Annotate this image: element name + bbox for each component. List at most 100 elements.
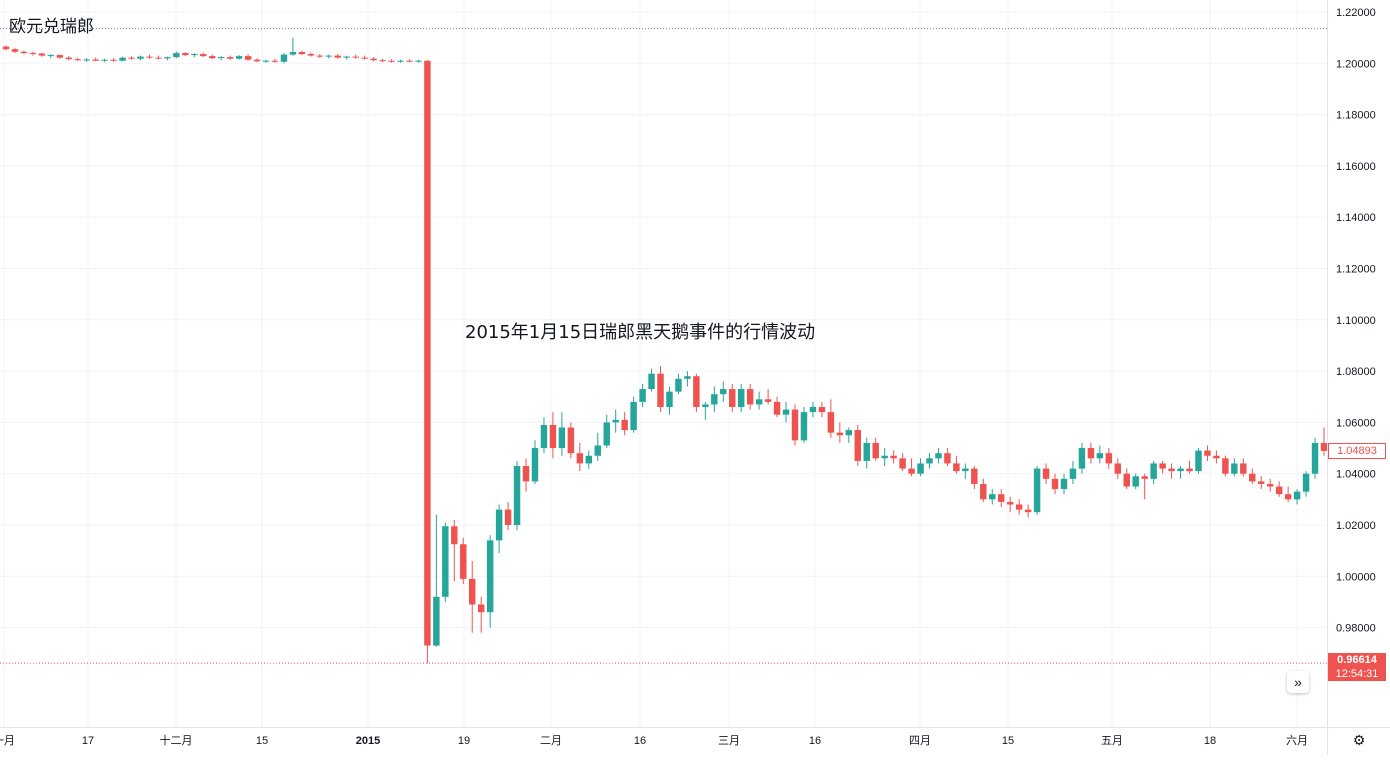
candle-body: [1150, 463, 1157, 479]
candle-body: [872, 442, 879, 459]
candle-body: [191, 54, 198, 56]
candle-body: [451, 526, 458, 545]
candle-body: [47, 55, 55, 57]
y-tick-label: 1.16000: [1336, 161, 1376, 173]
candle-body: [11, 49, 19, 52]
candle-body: [1195, 450, 1202, 472]
candle-body: [235, 56, 243, 59]
candle-body: [1060, 478, 1068, 490]
candle-body: [316, 55, 324, 57]
candle-body: [845, 430, 853, 436]
y-axis: 1.22000 1.20000 1.18000 1.16000 1.14000 1.120…: [1327, 0, 1376, 755]
candle-body: [1132, 476, 1139, 487]
x-tick-label: 15: [256, 735, 268, 747]
candle-body: [917, 463, 924, 474]
candle-body: [226, 57, 234, 59]
candle-body: [890, 455, 897, 459]
last-price-label: 1.04893: [1328, 443, 1386, 459]
candle-body: [737, 389, 745, 408]
candle-body: [971, 468, 978, 484]
candle-body: [809, 407, 817, 413]
candle-body: [289, 52, 297, 55]
candle-body: [262, 60, 270, 62]
candle-body: [182, 53, 189, 56]
candle-body: [433, 596, 440, 646]
candle-body: [1168, 468, 1175, 472]
candle-body: [1275, 486, 1283, 495]
candle-body: [379, 60, 386, 62]
y-tick-label: 1.08000: [1336, 366, 1376, 378]
event-annotation: 2015年1月15日瑞郎黑天鹅事件的行情波动: [465, 322, 816, 343]
candle-body: [343, 56, 350, 58]
candle-body: [1015, 504, 1023, 510]
x-tick-label: 16: [634, 735, 646, 747]
candle-body: [65, 57, 72, 60]
candle-body: [280, 54, 288, 62]
y-tick-label: 1.18000: [1336, 110, 1376, 122]
x-tick-label: 二月: [540, 735, 562, 747]
candle-body: [1042, 468, 1050, 479]
candle-body: [244, 56, 252, 60]
candle-body: [110, 59, 117, 61]
candle-body: [962, 468, 969, 472]
scroll-to-realtime-button[interactable]: »: [1287, 671, 1309, 693]
candle-body: [935, 453, 942, 459]
candle-body: [155, 57, 162, 59]
candle-body: [1204, 450, 1211, 456]
price-level-lines: [0, 28, 1327, 664]
candle-body: [486, 540, 494, 613]
candle-body: [370, 58, 377, 61]
candle-body: [424, 60, 431, 646]
candle-body: [460, 544, 467, 579]
candle-body: [513, 466, 521, 525]
candle-body: [675, 378, 682, 392]
candle-body: [782, 409, 790, 415]
candle-body: [200, 54, 207, 57]
candle-body: [504, 509, 512, 525]
candle-body: [495, 509, 503, 541]
x-tick-label: 一月: [0, 735, 15, 747]
y-tick-label: 1.12000: [1336, 264, 1376, 276]
candle-body: [639, 389, 646, 402]
x-tick-label: 18: [1204, 735, 1216, 747]
y-tick-label: 0.98000: [1336, 623, 1376, 635]
candle-body: [953, 463, 960, 472]
candle-body: [1087, 448, 1095, 459]
y-tick-label: 1.04000: [1336, 469, 1376, 481]
candle-body: [1284, 494, 1292, 500]
candle-body: [271, 60, 279, 62]
candle-body: [899, 458, 906, 469]
x-axis: 一月 17 十二月 15 2015 19 二月 16 三月 16 四月 15 五月 18 六月: [0, 727, 1390, 747]
settings-gear-icon[interactable]: ⚙: [1352, 732, 1366, 748]
candle-body: [325, 55, 333, 57]
candle-body: [558, 427, 566, 449]
candle-body: [442, 526, 449, 597]
candle-body: [1249, 473, 1256, 482]
candle-body: [1266, 483, 1274, 487]
candle-body: [83, 59, 90, 61]
candle-body: [684, 376, 691, 379]
candle-body: [388, 60, 395, 62]
candle-body: [1033, 468, 1041, 513]
x-tick-label: 15: [1002, 735, 1014, 747]
candle-body: [881, 455, 888, 459]
candle-body: [1222, 458, 1229, 474]
candle-body: [711, 394, 718, 405]
candle-body: [146, 56, 153, 58]
candle-body: [989, 494, 996, 500]
candle-body: [908, 468, 915, 474]
candle-body: [522, 466, 530, 482]
x-tick-label: 十二月: [160, 733, 193, 747]
candle-body: [20, 51, 28, 54]
candle-body: [1293, 491, 1301, 500]
candle-body: [755, 399, 763, 405]
candle-body: [621, 419, 628, 431]
candle-body: [1141, 476, 1148, 479]
x-tick-label: 五月: [1101, 735, 1123, 747]
candle-body: [1311, 442, 1319, 474]
candle-body: [1069, 468, 1077, 479]
candle-body: [334, 55, 341, 58]
x-tick-label: 三月: [718, 735, 740, 747]
y-tick-label: 1.14000: [1336, 212, 1376, 224]
